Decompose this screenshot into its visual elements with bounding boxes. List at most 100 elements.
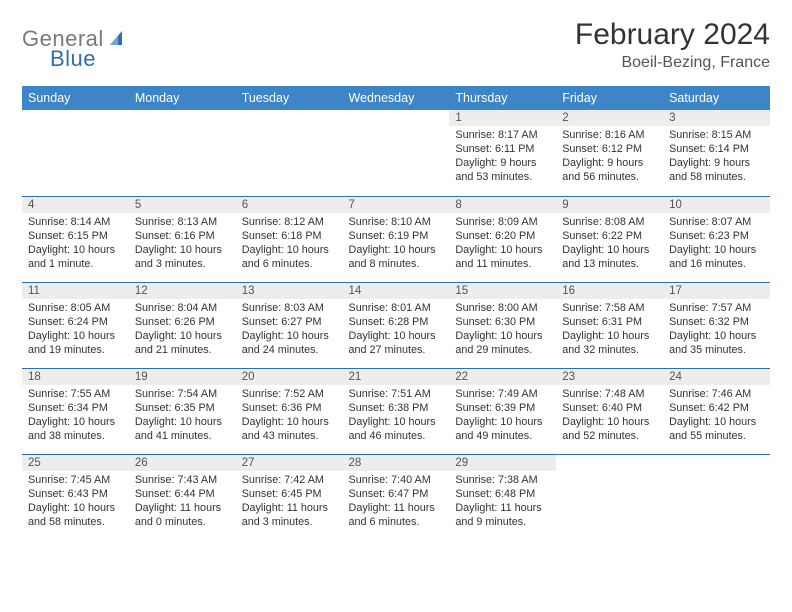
daylight-text: Daylight: 10 hours and 11 minutes.: [455, 243, 550, 271]
calendar-cell: 14Sunrise: 8:01 AMSunset: 6:28 PMDayligh…: [343, 282, 450, 368]
calendar-cell: 3Sunrise: 8:15 AMSunset: 6:14 PMDaylight…: [663, 110, 770, 196]
calendar-cell: 4Sunrise: 8:14 AMSunset: 6:15 PMDaylight…: [22, 196, 129, 282]
sunrise-text: Sunrise: 8:08 AM: [562, 215, 657, 229]
daylight-text: Daylight: 10 hours and 6 minutes.: [242, 243, 337, 271]
sunset-text: Sunset: 6:32 PM: [669, 315, 764, 329]
calendar-cell: 18Sunrise: 7:55 AMSunset: 6:34 PMDayligh…: [22, 368, 129, 454]
sunset-text: Sunset: 6:20 PM: [455, 229, 550, 243]
sunrise-text: Sunrise: 8:05 AM: [28, 301, 123, 315]
day-data: Sunrise: 8:08 AMSunset: 6:22 PMDaylight:…: [556, 213, 663, 275]
daylight-text: Daylight: 10 hours and 8 minutes.: [349, 243, 444, 271]
sunset-text: Sunset: 6:45 PM: [242, 487, 337, 501]
sunset-text: Sunset: 6:24 PM: [28, 315, 123, 329]
sunrise-text: Sunrise: 7:45 AM: [28, 473, 123, 487]
day-data: Sunrise: 7:52 AMSunset: 6:36 PMDaylight:…: [236, 385, 343, 447]
sunset-text: Sunset: 6:31 PM: [562, 315, 657, 329]
calendar-cell: 9Sunrise: 8:08 AMSunset: 6:22 PMDaylight…: [556, 196, 663, 282]
sunrise-text: Sunrise: 8:09 AM: [455, 215, 550, 229]
daylight-text: Daylight: 9 hours and 53 minutes.: [455, 156, 550, 184]
daylight-text: Daylight: 10 hours and 3 minutes.: [135, 243, 230, 271]
day-data: Sunrise: 8:03 AMSunset: 6:27 PMDaylight:…: [236, 299, 343, 361]
calendar-cell: 10Sunrise: 8:07 AMSunset: 6:23 PMDayligh…: [663, 196, 770, 282]
day-data: Sunrise: 7:45 AMSunset: 6:43 PMDaylight:…: [22, 471, 129, 533]
sunset-text: Sunset: 6:44 PM: [135, 487, 230, 501]
daylight-text: Daylight: 10 hours and 58 minutes.: [28, 501, 123, 529]
sunset-text: Sunset: 6:43 PM: [28, 487, 123, 501]
month-title: February 2024: [575, 18, 770, 52]
sunrise-text: Sunrise: 7:43 AM: [135, 473, 230, 487]
day-data: Sunrise: 8:15 AMSunset: 6:14 PMDaylight:…: [663, 126, 770, 188]
calendar-cell: 26Sunrise: 7:43 AMSunset: 6:44 PMDayligh…: [129, 454, 236, 540]
daylight-text: Daylight: 11 hours and 3 minutes.: [242, 501, 337, 529]
day-data: Sunrise: 8:00 AMSunset: 6:30 PMDaylight:…: [449, 299, 556, 361]
daylight-text: Daylight: 10 hours and 52 minutes.: [562, 415, 657, 443]
day-data: Sunrise: 8:07 AMSunset: 6:23 PMDaylight:…: [663, 213, 770, 275]
calendar-head: SundayMondayTuesdayWednesdayThursdayFrid…: [22, 86, 770, 110]
sunset-text: Sunset: 6:35 PM: [135, 401, 230, 415]
calendar-cell: 17Sunrise: 7:57 AMSunset: 6:32 PMDayligh…: [663, 282, 770, 368]
sunrise-text: Sunrise: 7:48 AM: [562, 387, 657, 401]
weekday-header: Thursday: [449, 86, 556, 110]
calendar-cell-empty: [556, 454, 663, 540]
day-number: 22: [449, 369, 556, 385]
sunrise-text: Sunrise: 8:12 AM: [242, 215, 337, 229]
location-subtitle: Boeil-Bezing, France: [575, 54, 770, 72]
day-data: Sunrise: 8:17 AMSunset: 6:11 PMDaylight:…: [449, 126, 556, 188]
sunrise-text: Sunrise: 7:46 AM: [669, 387, 764, 401]
weekday-header: Sunday: [22, 86, 129, 110]
calendar-cell: 5Sunrise: 8:13 AMSunset: 6:16 PMDaylight…: [129, 196, 236, 282]
logo-line2: Blue: [22, 46, 96, 72]
calendar-table: SundayMondayTuesdayWednesdayThursdayFrid…: [22, 86, 770, 540]
sunset-text: Sunset: 6:42 PM: [669, 401, 764, 415]
day-number: 17: [663, 283, 770, 299]
daylight-text: Daylight: 10 hours and 27 minutes.: [349, 329, 444, 357]
day-number: 14: [343, 283, 450, 299]
day-number: 28: [343, 455, 450, 471]
sunrise-text: Sunrise: 8:10 AM: [349, 215, 444, 229]
sunrise-text: Sunrise: 8:04 AM: [135, 301, 230, 315]
calendar-cell-empty: [663, 454, 770, 540]
day-data: Sunrise: 8:16 AMSunset: 6:12 PMDaylight:…: [556, 126, 663, 188]
sunset-text: Sunset: 6:48 PM: [455, 487, 550, 501]
daylight-text: Daylight: 10 hours and 21 minutes.: [135, 329, 230, 357]
calendar-row: 25Sunrise: 7:45 AMSunset: 6:43 PMDayligh…: [22, 454, 770, 540]
calendar-cell: 25Sunrise: 7:45 AMSunset: 6:43 PMDayligh…: [22, 454, 129, 540]
page-header: General February 2024 Boeil-Bezing, Fran…: [22, 18, 770, 72]
day-number: 13: [236, 283, 343, 299]
daylight-text: Daylight: 10 hours and 38 minutes.: [28, 415, 123, 443]
day-data: Sunrise: 7:55 AMSunset: 6:34 PMDaylight:…: [22, 385, 129, 447]
day-number: 21: [343, 369, 450, 385]
calendar-cell: 20Sunrise: 7:52 AMSunset: 6:36 PMDayligh…: [236, 368, 343, 454]
day-data: Sunrise: 8:13 AMSunset: 6:16 PMDaylight:…: [129, 213, 236, 275]
day-data: Sunrise: 7:51 AMSunset: 6:38 PMDaylight:…: [343, 385, 450, 447]
daylight-text: Daylight: 10 hours and 24 minutes.: [242, 329, 337, 357]
day-data: Sunrise: 7:43 AMSunset: 6:44 PMDaylight:…: [129, 471, 236, 533]
day-number: 23: [556, 369, 663, 385]
daylight-text: Daylight: 10 hours and 35 minutes.: [669, 329, 764, 357]
sunrise-text: Sunrise: 7:38 AM: [455, 473, 550, 487]
day-number: 8: [449, 197, 556, 213]
calendar-cell: 16Sunrise: 7:58 AMSunset: 6:31 PMDayligh…: [556, 282, 663, 368]
calendar-cell: 21Sunrise: 7:51 AMSunset: 6:38 PMDayligh…: [343, 368, 450, 454]
calendar-cell: 23Sunrise: 7:48 AMSunset: 6:40 PMDayligh…: [556, 368, 663, 454]
sunrise-text: Sunrise: 8:03 AM: [242, 301, 337, 315]
calendar-row: 18Sunrise: 7:55 AMSunset: 6:34 PMDayligh…: [22, 368, 770, 454]
sunset-text: Sunset: 6:15 PM: [28, 229, 123, 243]
sunset-text: Sunset: 6:39 PM: [455, 401, 550, 415]
day-data: Sunrise: 7:49 AMSunset: 6:39 PMDaylight:…: [449, 385, 556, 447]
sunset-text: Sunset: 6:30 PM: [455, 315, 550, 329]
sunset-text: Sunset: 6:19 PM: [349, 229, 444, 243]
daylight-text: Daylight: 10 hours and 43 minutes.: [242, 415, 337, 443]
day-data: Sunrise: 7:58 AMSunset: 6:31 PMDaylight:…: [556, 299, 663, 361]
daylight-text: Daylight: 11 hours and 0 minutes.: [135, 501, 230, 529]
sunrise-text: Sunrise: 7:54 AM: [135, 387, 230, 401]
day-data: Sunrise: 8:04 AMSunset: 6:26 PMDaylight:…: [129, 299, 236, 361]
day-number: 9: [556, 197, 663, 213]
calendar-cell-empty: [129, 110, 236, 196]
sunset-text: Sunset: 6:14 PM: [669, 142, 764, 156]
calendar-cell: 1Sunrise: 8:17 AMSunset: 6:11 PMDaylight…: [449, 110, 556, 196]
sunset-text: Sunset: 6:27 PM: [242, 315, 337, 329]
daylight-text: Daylight: 10 hours and 46 minutes.: [349, 415, 444, 443]
sunset-text: Sunset: 6:36 PM: [242, 401, 337, 415]
calendar-cell: 8 Sunrise: 8:09 AMSunset: 6:20 PMDaylight…: [449, 196, 556, 282]
